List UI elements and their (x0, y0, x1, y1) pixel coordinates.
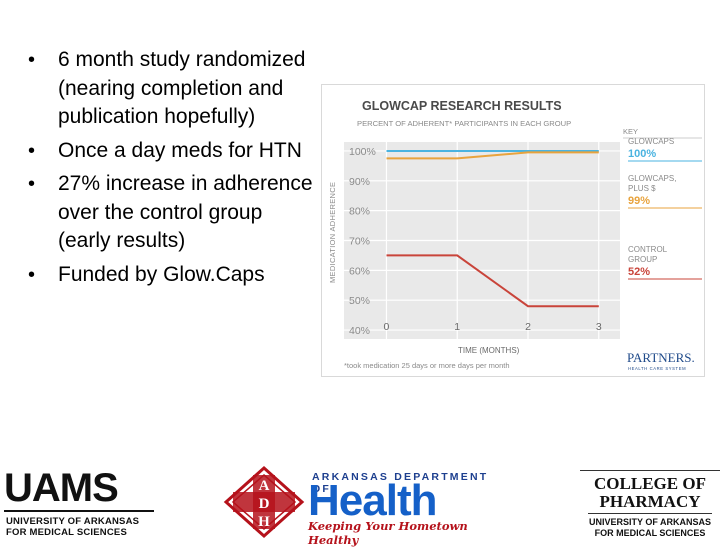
bullet-item: • Once a day meds for HTN (24, 137, 314, 166)
chart-title: GLOWCAP RESEARCH RESULTS (362, 99, 562, 113)
uams-subtitle-1: UNIVERSITY OF ARKANSAS (6, 516, 140, 527)
pharmacy-line-1: COLLEGE OF (594, 474, 706, 493)
health-tagline: Keeping Your Hometown Healthy (308, 519, 468, 547)
legend-name: CONTROL (628, 245, 668, 254)
bullet-dot-icon: • (28, 49, 36, 71)
series-line (386, 254, 599, 308)
partners-logo: PARTNERS. HEALTH CARE SYSTEM (627, 350, 695, 371)
pharmacy-sub-1: UNIVERSITY OF ARKANSAS (588, 517, 711, 527)
y-tick-label: 40% (349, 325, 370, 337)
pharmacy-divider (588, 513, 712, 514)
chart-footnote: *took medication 25 days or more days pe… (344, 361, 510, 370)
legend-name: GLOWCAPS (628, 137, 674, 146)
health-top-text: ARKANSAS DEPARTMENT OF (312, 471, 489, 495)
bullet-dot-icon: • (28, 263, 36, 286)
series-line (386, 151, 599, 160)
legend-value: 99% (628, 195, 650, 207)
pharmacy-line-2: PHARMACY (599, 492, 701, 511)
uams-wordmark: UAMS (4, 466, 119, 510)
x-axis-ticks: 0 1 2 3 (384, 321, 602, 333)
x-tick-label: 1 (454, 321, 460, 333)
uams-subtitle-2: FOR MEDICAL SCIENCES (6, 527, 128, 538)
pharmacy-sub-2: FOR MEDICAL SCIENCES (594, 528, 706, 538)
chart-subtitle: PERCENT OF ADHERENT* PARTICIPANTS IN EAC… (357, 119, 571, 128)
y-tick-label: 70% (349, 236, 370, 248)
partners-wordmark: PARTNERS. (627, 350, 695, 365)
x-tick-label: 0 (384, 321, 390, 333)
adh-letter-d: D (259, 496, 270, 512)
legend-title: KEY (623, 127, 638, 136)
legend-value: 52% (628, 266, 650, 278)
x-tick-label: 3 (596, 321, 602, 333)
legend: GLOWCAPS 100% GLOWCAPS,PLUS $ 99% CONTROLGRO… (628, 137, 702, 280)
y-tick-label: 90% (349, 176, 370, 188)
bullet-dot-icon: • (28, 173, 36, 195)
uams-divider (4, 510, 154, 512)
x-tick-label: 2 (525, 321, 531, 333)
legend-name: GROUP (628, 255, 657, 264)
pharmacy-logo: COLLEGE OF PHARMACY UNIVERSITY OF ARKANS… (580, 470, 720, 541)
chart-card: GLOWCAP RESEARCH RESULTS PERCENT OF ADHE… (321, 84, 705, 377)
y-tick-label: 80% (349, 206, 370, 218)
bullet-list: • 6 month study randomized (nearing compl… (24, 46, 314, 294)
bullet-item: • 27% increase in adherence over the cont… (28, 172, 313, 252)
y-axis-ticks: 100% 90% 80% 70% 60% 50% 40% (349, 146, 376, 337)
x-axis-label: TIME (MONTHS) (458, 346, 520, 355)
bullet-item: • Funded by Glow.Caps (24, 261, 314, 290)
series-lines (386, 150, 599, 308)
adh-letter-a: A (259, 478, 270, 494)
uams-logo: UAMS UNIVERSITY OF ARKANSAS FOR MEDICAL … (4, 466, 164, 538)
y-tick-label: 50% (349, 295, 370, 307)
health-logo: A D H ARKANSAS DEPARTMENT OF Health Keep… (222, 465, 512, 547)
bullet-item: • 6 month study randomized (nearing compl… (28, 48, 306, 128)
legend-value: 100% (628, 148, 656, 160)
bullet-dot-icon: • (28, 139, 36, 162)
y-axis-label: MEDICATION ADHERENCE (328, 182, 337, 283)
y-tick-label: 100% (349, 146, 376, 158)
legend-name: GLOWCAPS, (628, 174, 676, 183)
adh-letter-h: H (258, 514, 270, 530)
partners-subtitle: HEALTH CARE SYSTEM (628, 366, 686, 371)
y-tick-label: 60% (349, 265, 370, 277)
chart-svg: GLOWCAP RESEARCH RESULTS PERCENT OF ADHE… (328, 99, 702, 371)
health-wordmark: Health (308, 476, 437, 525)
adh-emblem-icon: A D H (223, 465, 305, 539)
legend-name: PLUS $ (628, 184, 656, 193)
